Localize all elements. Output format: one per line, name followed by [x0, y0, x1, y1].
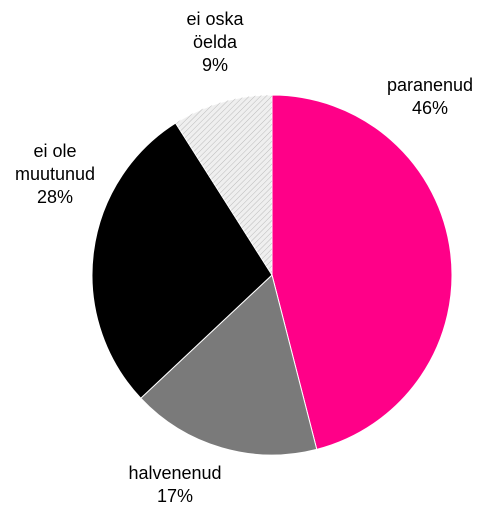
pie-slice: [91, 122, 273, 399]
pie-slice: [140, 274, 318, 456]
category-label: paranenud: [386, 75, 474, 95]
slice-label: paranenud 46%: [370, 74, 488, 120]
pie-slice: [271, 94, 453, 450]
slice-label: halvenenud 17%: [115, 462, 235, 508]
category-label: halvenenud: [128, 463, 222, 483]
category-label: ei ole muutunud: [14, 141, 96, 184]
slice-hatch: [175, 95, 272, 275]
value-label: 28%: [36, 187, 74, 207]
slice-label: ei ole muutunud 28%: [10, 140, 100, 209]
slice-label: ei oska öelda 9%: [175, 8, 255, 77]
value-label: 9%: [201, 55, 228, 75]
value-label: 17%: [156, 486, 194, 506]
value-label: 46%: [411, 98, 449, 118]
category-label: ei oska öelda: [186, 9, 244, 52]
